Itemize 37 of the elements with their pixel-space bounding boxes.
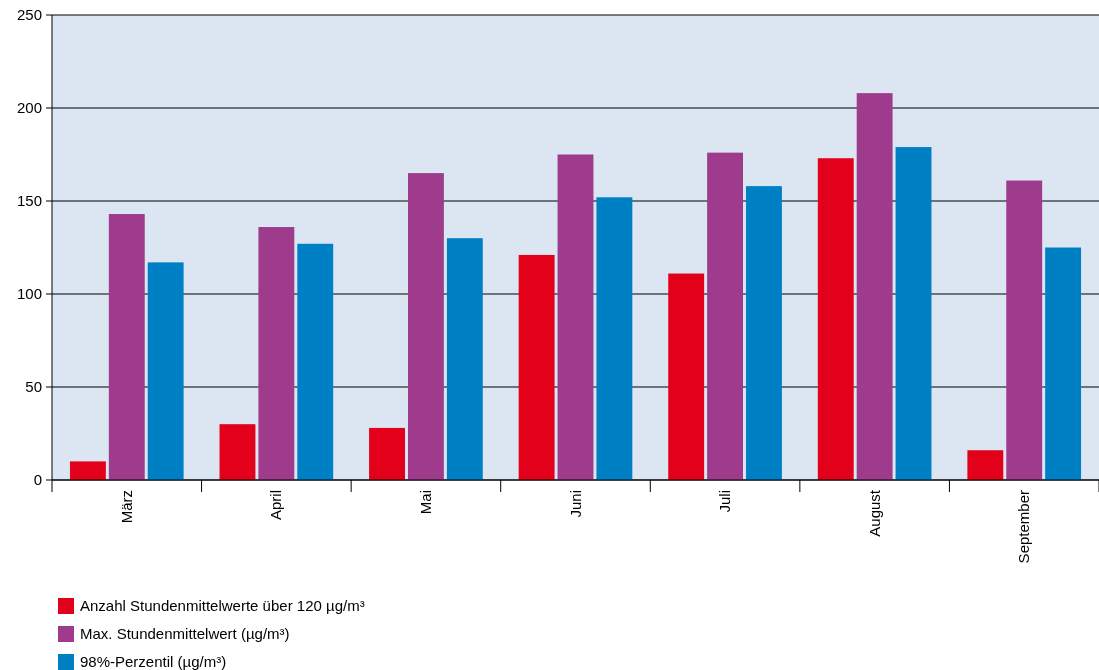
bar — [707, 152, 744, 480]
y-tick-label: 150 — [16, 192, 42, 210]
x-tick-label: Mai — [416, 490, 434, 515]
bar — [1006, 180, 1043, 480]
bar — [817, 158, 854, 480]
y-tick-label: 0 — [33, 471, 42, 489]
bar — [596, 197, 633, 480]
bar — [446, 238, 483, 480]
bar — [69, 461, 106, 480]
bar — [746, 186, 782, 480]
bar — [407, 173, 444, 480]
y-tick-label: 250 — [16, 6, 42, 24]
x-tick-label: Juli — [716, 490, 734, 513]
bar — [967, 450, 1004, 480]
bar — [856, 93, 893, 480]
bar — [108, 214, 145, 480]
y-tick-label: 50 — [25, 378, 42, 396]
legend-label: Anzahl Stundenmittelwerte über 120 µg/m³ — [80, 597, 365, 615]
legend-label: Max. Stundenmittelwert (µg/m³) — [80, 625, 290, 643]
bar — [219, 424, 256, 480]
y-tick-label: 100 — [16, 285, 42, 303]
bar — [895, 147, 932, 480]
x-tick-label: März — [117, 490, 135, 524]
x-tick-label: August — [865, 489, 883, 537]
bar — [297, 243, 334, 480]
y-tick-label: 200 — [16, 99, 42, 117]
x-tick-label: April — [267, 490, 285, 521]
bar — [518, 254, 555, 480]
x-tick-label: Juni — [566, 490, 584, 518]
bar — [258, 227, 295, 480]
x-tick-label: September — [1015, 490, 1033, 564]
legend-label: 98%-Perzentil (µg/m³) — [80, 653, 227, 670]
bar — [557, 154, 594, 480]
bar — [668, 273, 705, 480]
bar — [147, 262, 184, 480]
bar — [1045, 247, 1082, 480]
bar — [369, 427, 405, 480]
